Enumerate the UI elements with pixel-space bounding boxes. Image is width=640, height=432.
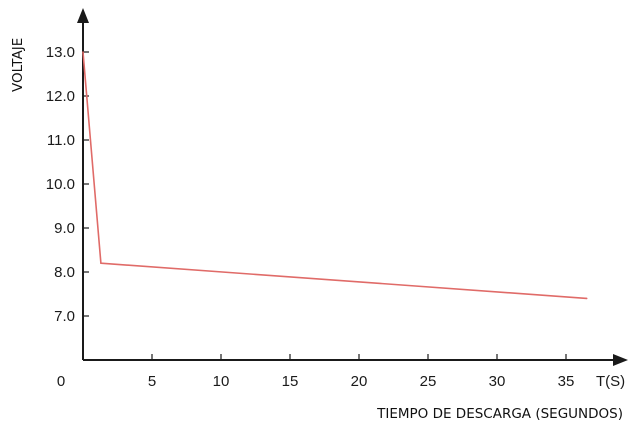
y-tick-label: 8.0 bbox=[54, 264, 75, 281]
data-point bbox=[100, 262, 102, 265]
data-point bbox=[82, 51, 84, 53]
x-tick-label: 10 bbox=[213, 373, 230, 390]
x-tick-label: 25 bbox=[420, 373, 437, 390]
y-tick-label: 12.0 bbox=[46, 88, 75, 105]
x-origin-label: 0 bbox=[57, 373, 65, 390]
y-tick-label: 9.0 bbox=[54, 220, 75, 237]
x-tick-label: 30 bbox=[489, 373, 506, 390]
y-axis-title: VOLTAJE bbox=[10, 38, 26, 92]
x-axis-ticks: 5 10 15 20 25 30 35 bbox=[148, 354, 575, 390]
axes bbox=[77, 8, 628, 366]
x-tick-label: 35 bbox=[558, 373, 575, 390]
y-axis-arrow bbox=[77, 8, 89, 23]
y-tick-label: 7.0 bbox=[54, 308, 75, 325]
data-point bbox=[585, 297, 588, 300]
x-axis-title: TIEMPO DE DESCARGA (SEGUNDOS) bbox=[376, 406, 623, 422]
x-tick-label: 20 bbox=[351, 373, 368, 390]
series-line bbox=[82, 51, 587, 300]
x-tick-label: 5 bbox=[148, 373, 156, 390]
y-tick-label: 11.0 bbox=[47, 132, 75, 149]
x-axis-unit-label: T(S) bbox=[596, 373, 625, 390]
y-tick-label: 13.0 bbox=[46, 44, 75, 61]
x-tick-label: 15 bbox=[282, 373, 299, 390]
x-axis-arrow bbox=[613, 354, 628, 366]
series-group bbox=[82, 51, 588, 300]
y-axis-ticks: 7.0 8.0 9.0 10.0 11.0 12.0 13.0 bbox=[46, 44, 89, 325]
y-tick-label: 10.0 bbox=[46, 176, 75, 193]
